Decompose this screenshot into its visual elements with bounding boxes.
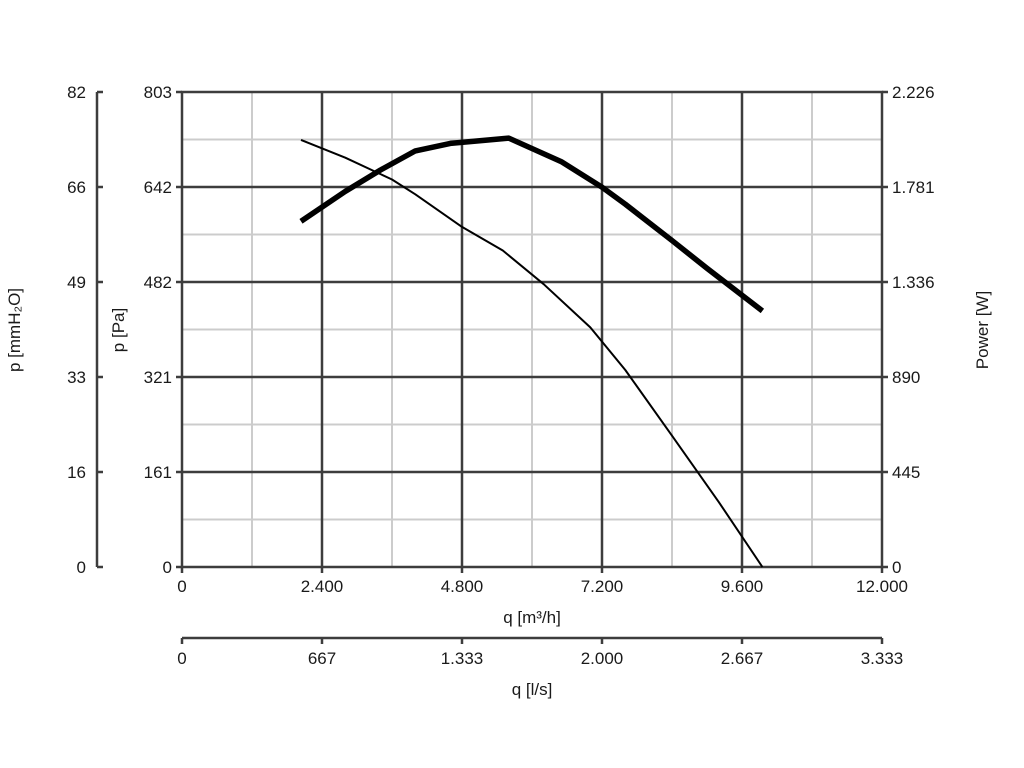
series-layer <box>299 135 765 568</box>
y-secondary-tick-label: 16 <box>67 463 86 482</box>
y-tick-label: 321 <box>144 368 172 387</box>
x-secondary-tick-label: 667 <box>308 649 336 668</box>
y-secondary-tick-label: 33 <box>67 368 86 387</box>
x-tick-label: 4.800 <box>441 577 484 596</box>
x-secondary-axis-title: q [l/s] <box>512 680 553 699</box>
left-outer-axis <box>95 90 103 569</box>
x-tick-label: 9.600 <box>721 577 764 596</box>
x-secondary-tick-label: 3.333 <box>861 649 904 668</box>
x-axis-title: q [m³/h] <box>503 608 561 627</box>
y-secondary-tick-label: 66 <box>67 178 86 197</box>
x-secondary-tick-label: 2.667 <box>721 649 764 668</box>
minor-grid <box>182 92 882 567</box>
x-tick-label: 12.000 <box>856 577 908 596</box>
y-right-tick-label: 0 <box>892 558 901 577</box>
y-tick-label: 482 <box>144 273 172 292</box>
bottom-secondary-axis <box>180 636 884 644</box>
major-grid <box>182 92 882 567</box>
y-secondary-axis-title: p [mmH₂O] <box>5 288 24 372</box>
y-secondary-tick-label: 82 <box>67 83 86 102</box>
y-right-tick-label: 445 <box>892 463 920 482</box>
y-tick-label: 642 <box>144 178 172 197</box>
y-right-tick-label: 1.781 <box>892 178 935 197</box>
x-tick-label: 0 <box>177 577 186 596</box>
plot-frame <box>180 90 884 569</box>
plot-border <box>176 90 888 573</box>
x-secondary-tick-label: 2.000 <box>581 649 624 668</box>
y-tick-label: 803 <box>144 83 172 102</box>
y-secondary-tick-label: 0 <box>77 558 86 577</box>
power-curve <box>299 135 765 314</box>
x-tick-label: 2.400 <box>301 577 344 596</box>
y-right-tick-label: 1.336 <box>892 273 935 292</box>
y-right-tick-label: 890 <box>892 368 920 387</box>
y-tick-label: 161 <box>144 463 172 482</box>
x-secondary-tick-label: 0 <box>177 649 186 668</box>
tick-labels: 0 161 321 482 642 803 0 16 33 49 66 82 0 445 890 1.336 1… <box>67 83 934 668</box>
pressure-curve <box>300 138 764 568</box>
y-axis-title: p [Pa] <box>109 308 128 352</box>
y-secondary-tick-label: 49 <box>67 273 86 292</box>
y-right-tick-label: 2.226 <box>892 83 935 102</box>
x-secondary-tick-label: 1.333 <box>441 649 484 668</box>
x-tick-label: 7.200 <box>581 577 624 596</box>
y-right-axis-title: Power [W] <box>973 291 992 369</box>
y-tick-label: 0 <box>163 558 172 577</box>
